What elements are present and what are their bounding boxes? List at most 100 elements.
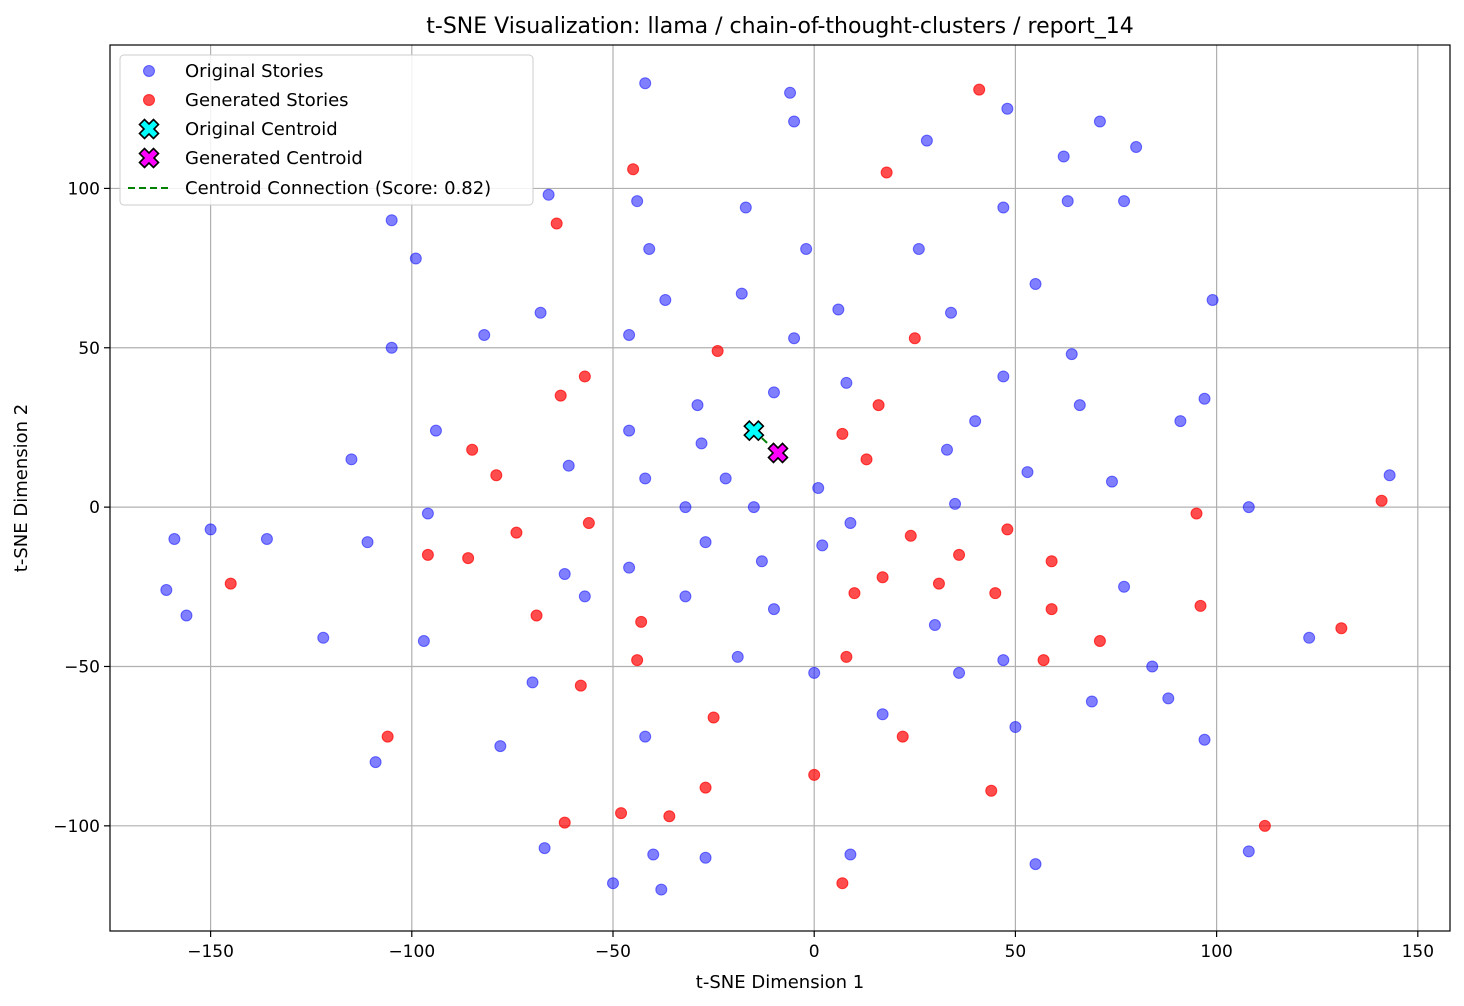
legend-label: Generated Centroid — [185, 148, 363, 169]
original-story-point — [1174, 415, 1187, 428]
generated-story-point — [908, 332, 921, 345]
original-story-point — [1065, 348, 1078, 361]
generated-story-point — [985, 784, 998, 797]
original-story-point — [940, 443, 953, 456]
original-story-point — [699, 536, 712, 549]
original-story-point — [538, 842, 551, 855]
x-tick-label: 0 — [809, 942, 820, 962]
data-points — [160, 77, 1396, 896]
generated-story-point — [1335, 622, 1348, 635]
original-story-point — [840, 376, 853, 389]
generated-story-point — [1258, 819, 1271, 832]
original-story-point — [800, 242, 813, 255]
generated-story-point — [578, 370, 591, 383]
original-story-point — [691, 399, 704, 412]
generated-story-point — [880, 166, 893, 179]
original-story-point — [385, 341, 398, 354]
y-tick-label: −50 — [64, 657, 100, 677]
generated-story-point — [973, 83, 986, 96]
generated-story-point — [1194, 599, 1207, 612]
x-tick-label: −50 — [595, 942, 631, 962]
original-story-point — [409, 252, 422, 265]
original-story-point — [735, 287, 748, 300]
generated-story-point — [663, 810, 676, 823]
original-story-point — [969, 415, 982, 428]
legend-label: Generated Stories — [185, 90, 349, 111]
original-story-point — [417, 634, 430, 647]
original-story-point — [1001, 102, 1014, 115]
generated-story-point — [836, 427, 849, 440]
generated-story-point — [510, 526, 523, 539]
original-story-point — [679, 501, 692, 514]
original-story-point — [534, 306, 547, 319]
original-story-point — [920, 134, 933, 147]
original-story-point — [945, 306, 958, 319]
grid-lines — [110, 45, 1450, 931]
original-story-point — [526, 676, 539, 689]
original-story-point — [260, 532, 273, 545]
original-story-point — [421, 507, 434, 520]
generated-story-point — [627, 163, 640, 176]
original-story-point — [1242, 845, 1255, 858]
original-story-point — [558, 568, 571, 581]
generated-story-point — [836, 877, 849, 890]
original-story-point — [1130, 140, 1143, 153]
original-story-point — [876, 708, 889, 721]
original-story-point — [1198, 733, 1211, 746]
generated-story-point — [224, 577, 237, 590]
generated-story-point — [635, 615, 648, 628]
original-story-point — [784, 86, 797, 99]
original-story-point — [1029, 278, 1042, 291]
generated-story-point — [462, 552, 475, 565]
original-story-point — [788, 115, 801, 128]
original-story-point — [647, 848, 660, 861]
generated-centroid-marker — [767, 442, 789, 464]
centroids — [743, 420, 789, 464]
generated-story-point — [932, 577, 945, 590]
y-tick-label: −100 — [53, 817, 100, 837]
original-story-point — [1383, 469, 1396, 482]
plot-frame — [109, 44, 1451, 932]
original-story-point — [578, 590, 591, 603]
generated-story-point — [953, 548, 966, 561]
generated-story-point — [550, 217, 563, 230]
generated-story-point — [989, 587, 1002, 600]
x-tick-label: 50 — [1005, 942, 1027, 962]
original-story-point — [767, 386, 780, 399]
generated-story-point — [707, 711, 720, 724]
generated-story-point — [1093, 634, 1106, 647]
legend-box — [119, 54, 534, 206]
original-story-point — [639, 730, 652, 743]
original-story-point — [1021, 466, 1034, 479]
generated-story-point — [840, 650, 853, 663]
original-story-point — [345, 453, 358, 466]
generated-story-point — [490, 469, 503, 482]
original-story-point — [928, 619, 941, 632]
original-story-point — [1009, 721, 1022, 734]
original-story-point — [844, 848, 857, 861]
y-tick-label: 50 — [78, 339, 100, 359]
original-story-point — [639, 472, 652, 485]
original-story-point — [808, 666, 821, 679]
original-story-point — [997, 201, 1010, 214]
original-story-point — [812, 482, 825, 494]
original-story-point — [160, 583, 173, 596]
original-story-point — [204, 523, 217, 536]
original-story-point — [949, 497, 962, 510]
original-story-point — [639, 77, 652, 90]
original-story-point — [317, 631, 330, 644]
y-axis-label: t-SNE Dimension 2 — [11, 404, 32, 572]
x-axis-label: t-SNE Dimension 1 — [696, 972, 864, 993]
original-story-point — [1146, 660, 1159, 673]
original-story-point — [679, 590, 692, 603]
x-tick-label: 100 — [1200, 942, 1232, 962]
original-story-point — [1303, 631, 1316, 644]
original-story-point — [385, 214, 398, 227]
original-story-point — [643, 242, 656, 255]
original-story-point — [1029, 858, 1042, 871]
generated-story-point — [574, 679, 587, 692]
generated-story-point — [872, 399, 885, 412]
original-story-point — [478, 329, 491, 342]
original-story-point — [1085, 695, 1098, 708]
generated-story-point — [876, 571, 889, 584]
